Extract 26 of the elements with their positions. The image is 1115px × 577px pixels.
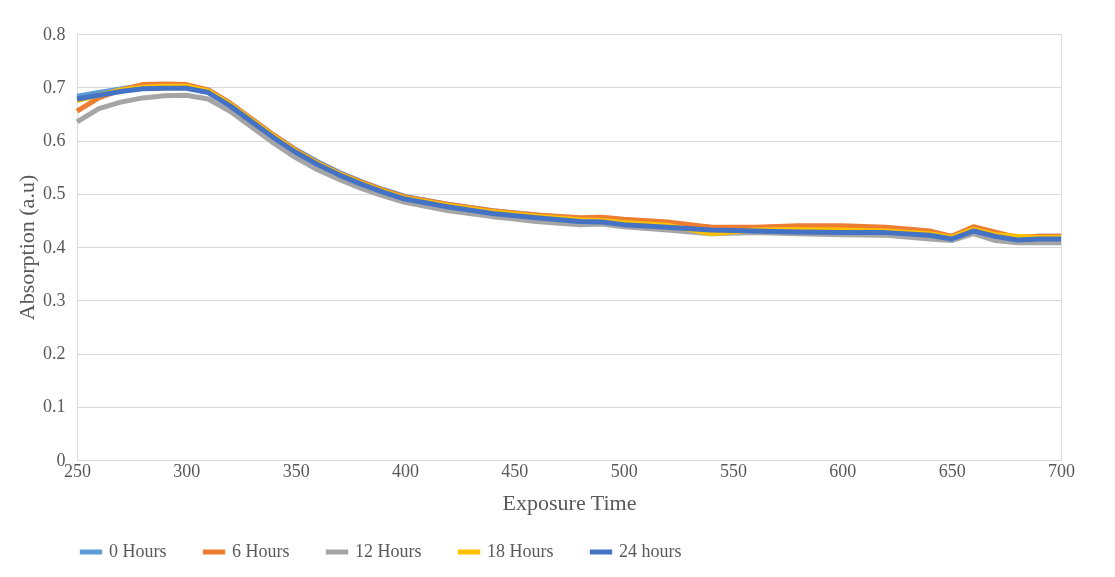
y-tick-label: 0.2 [43, 343, 66, 363]
x-tick-label: 700 [1048, 460, 1075, 481]
x-tick-label: 300 [173, 460, 201, 481]
legend-label: 6 Hours [232, 541, 290, 561]
y-tick-label: 0.1 [43, 396, 66, 417]
y-tick-label: 0.3 [43, 289, 66, 310]
x-tick-label: 350 [282, 460, 310, 481]
y-tick-label: 0.4 [43, 236, 66, 257]
y-tick-label: 0.7 [43, 76, 66, 97]
x-axis-title: Exposure Time [502, 489, 637, 515]
x-tick-label: 450 [501, 460, 529, 481]
x-tick-label: 250 [64, 460, 91, 481]
y-tick-label: 0.8 [43, 23, 66, 44]
x-tick-label: 400 [392, 460, 419, 481]
y-tick-label: 0 [56, 449, 66, 470]
legend-label: 24 hours [619, 541, 682, 561]
legend-label: 0 Hours [109, 541, 167, 561]
x-tick-label: 600 [829, 460, 857, 481]
legend-label: 12 Hours [355, 541, 422, 561]
legend-label: 18 Hours [487, 541, 554, 561]
y-tick-label: 0.6 [43, 130, 66, 150]
x-tick-label: 550 [720, 460, 747, 481]
y-axis-title: Absorption (a.u) [14, 174, 39, 321]
x-tick-label: 650 [938, 460, 966, 481]
y-tick-label: 0.5 [43, 183, 66, 204]
x-tick-label: 500 [610, 460, 638, 481]
